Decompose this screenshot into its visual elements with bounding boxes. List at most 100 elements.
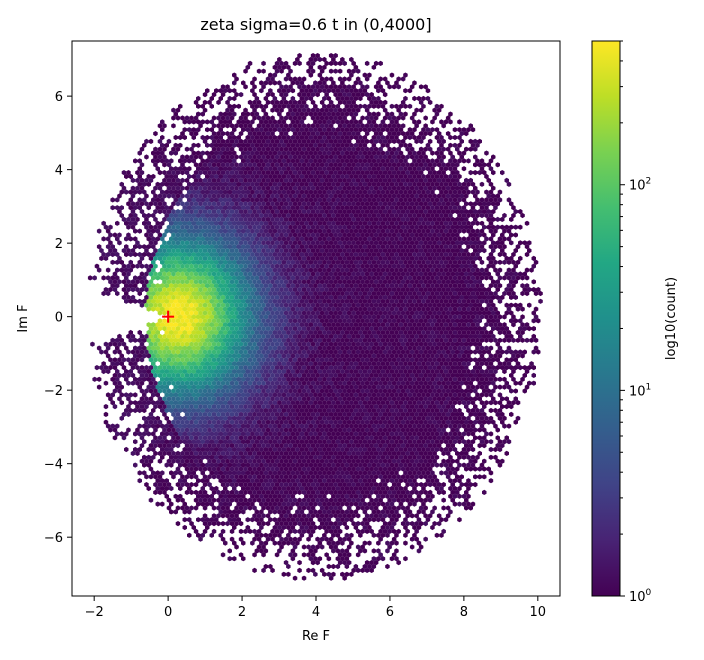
hex-cell xyxy=(322,111,327,117)
hex-cell xyxy=(234,76,239,82)
hex-cell xyxy=(162,146,167,152)
hex-cell xyxy=(243,115,248,121)
hex-cell xyxy=(193,115,199,121)
hex-cell xyxy=(304,95,309,102)
hex-cell xyxy=(322,103,327,109)
hex-cell xyxy=(362,142,368,148)
hex-cell xyxy=(396,76,401,82)
hex-cell xyxy=(373,123,379,129)
hex-cell xyxy=(216,99,221,105)
hex-cell xyxy=(315,146,320,152)
hex-cell xyxy=(412,80,417,86)
hex-cell xyxy=(495,216,500,222)
hex-cell xyxy=(254,127,260,133)
hex-cell xyxy=(279,138,284,144)
hex-cell xyxy=(346,76,352,82)
hex-cell xyxy=(209,103,214,109)
hex-cell xyxy=(358,142,363,148)
hex-cell xyxy=(470,127,476,133)
hex-cell xyxy=(367,127,372,133)
hex-cell xyxy=(218,111,223,117)
hex-cell xyxy=(288,99,293,105)
hex-cell xyxy=(385,134,390,141)
hex-cell xyxy=(349,127,354,133)
hex-cell xyxy=(315,84,320,90)
hex-cell xyxy=(364,115,370,121)
hex-cell xyxy=(349,95,354,102)
hex-cell xyxy=(400,138,406,144)
hex-cell xyxy=(396,123,401,129)
hex-cell xyxy=(232,72,237,78)
hex-cell xyxy=(364,76,370,82)
hex-cell xyxy=(306,131,311,137)
hex-cell xyxy=(225,84,230,90)
hex-cell xyxy=(342,76,347,82)
hex-cell xyxy=(299,111,305,117)
hex-cell xyxy=(369,92,374,98)
hex-cell xyxy=(310,60,316,66)
hex-cell xyxy=(337,146,343,152)
hex-cell xyxy=(396,84,401,90)
hex-cell xyxy=(333,92,338,98)
hex-cell xyxy=(241,80,246,86)
hex-cell xyxy=(292,123,298,129)
hex-cell xyxy=(286,103,291,109)
hex-cell xyxy=(274,99,280,105)
hex-cell xyxy=(439,142,444,148)
hex-cell xyxy=(391,123,397,129)
hex-cell xyxy=(290,80,296,86)
hex-cell xyxy=(178,134,183,141)
hex-cell xyxy=(317,56,323,63)
hex-cell xyxy=(398,103,404,109)
hex-cell xyxy=(328,53,334,59)
hex-cell xyxy=(232,127,237,133)
hex-cell xyxy=(364,131,370,137)
hex-cell xyxy=(324,84,329,90)
hex-cell xyxy=(349,134,354,141)
hex-cell xyxy=(414,138,419,144)
hex-cell xyxy=(209,127,214,133)
hex-cell xyxy=(187,119,192,125)
hex-cell xyxy=(227,150,232,156)
hex-cell xyxy=(279,146,284,152)
hex-cell xyxy=(355,92,361,98)
hex-cell xyxy=(416,95,422,102)
hex-cell xyxy=(245,150,251,156)
hex-cell xyxy=(313,88,318,94)
hex-cell xyxy=(319,84,325,90)
hex-cell xyxy=(182,134,187,141)
hex-cell xyxy=(337,76,343,82)
hex-cell xyxy=(292,60,298,66)
hex-cell xyxy=(421,95,426,102)
hex-cell xyxy=(425,88,431,94)
hex-cell xyxy=(270,76,275,82)
hex-cell xyxy=(157,146,163,152)
hex-cell xyxy=(252,99,257,105)
hex-cell xyxy=(295,103,300,109)
hex-cell xyxy=(405,131,410,137)
hex-cell xyxy=(468,170,473,176)
hex-cell xyxy=(160,142,165,148)
hex-cell xyxy=(355,131,361,137)
hex-cell xyxy=(358,134,363,141)
hex-cell xyxy=(306,92,311,98)
hex-cell xyxy=(259,134,264,141)
hex-cell xyxy=(418,131,424,137)
hex-cell xyxy=(398,142,404,148)
hex-cell xyxy=(301,92,307,98)
hex-cell xyxy=(214,150,219,156)
hex-cell xyxy=(270,92,275,98)
hex-cell xyxy=(259,80,264,86)
hex-cell xyxy=(425,95,431,102)
hex-cell xyxy=(171,146,176,152)
hex-cell xyxy=(252,131,257,137)
hex-cell xyxy=(331,142,336,148)
hex-cell xyxy=(216,146,221,152)
hex-cell xyxy=(304,111,309,117)
hex-cell xyxy=(202,138,208,144)
hex-cell xyxy=(360,115,365,121)
hex-cell xyxy=(295,150,300,156)
hex-cell xyxy=(299,142,305,148)
hex-cell xyxy=(355,138,361,144)
hex-cell xyxy=(191,127,196,133)
